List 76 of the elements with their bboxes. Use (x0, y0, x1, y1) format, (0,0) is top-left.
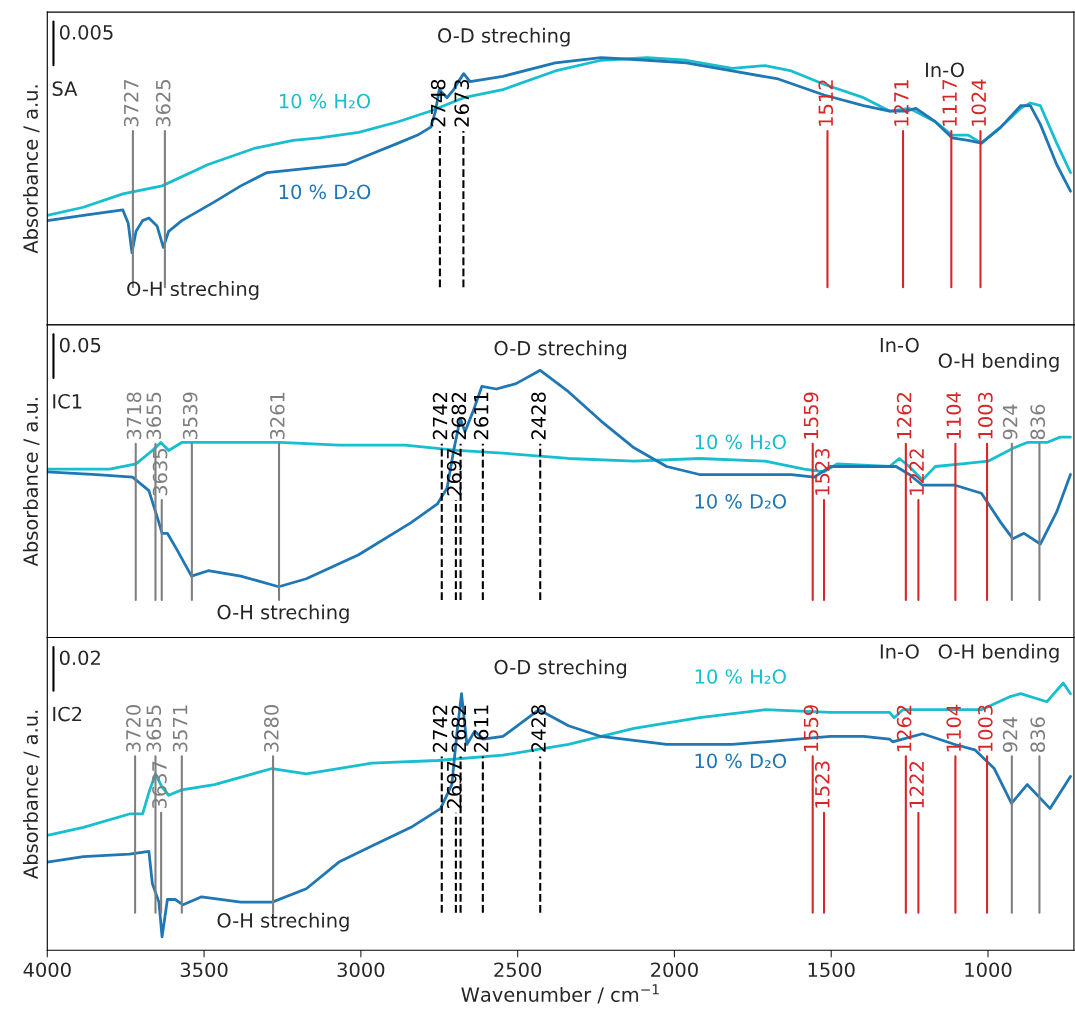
text: 0.02 (59, 650, 100, 666)
text: O-H bending (938, 643, 1059, 663)
ref-line-label: 1222 (909, 449, 924, 495)
ref-line-label: 3727 (123, 80, 139, 127)
ref-line-label: 3720 (126, 705, 141, 752)
ref-line-label: 2682 (451, 705, 467, 752)
x-tick-label: 3000 (337, 962, 385, 978)
ref-line-label: 3625 (155, 80, 171, 127)
ref-line-label: 3280 (264, 705, 279, 752)
y-axis-title: Absorbance / a.u. (22, 710, 40, 879)
series-label: 10 % H₂O (695, 669, 786, 684)
text: 0.05 (59, 337, 101, 353)
text: SA (52, 81, 78, 96)
ref-line-label: 3655 (146, 705, 162, 752)
annotation: O-H streching (217, 604, 349, 624)
ref-line-label: 2742 (432, 705, 448, 752)
text: 0.005 (59, 25, 113, 40)
text: In-O (880, 337, 919, 353)
x-axis-title: Wavenumber / cm$^{−1}$ (461, 984, 659, 1004)
ref-line-label: 2682 (451, 393, 467, 440)
x-tick-label: 2500 (494, 962, 542, 978)
y-axis-title: Absorbance / a.u. (22, 85, 40, 254)
ref-line-label: 1024 (971, 79, 987, 126)
ref-line-label: 924 (1002, 404, 1018, 440)
annotation: O-H bending (938, 352, 1059, 372)
ref-line-label: 3261 (269, 392, 285, 440)
ref-line-label: 1559 (803, 705, 819, 752)
ref-line-label: 836 (1030, 717, 1046, 752)
ref-line-label: 924 (1002, 717, 1018, 753)
series-label: 10 % D₂O (695, 494, 787, 509)
text: O-D streching (494, 659, 627, 679)
y-axis-title: Absorbance / a.u. (22, 398, 40, 567)
ref-line-label: 1117 (942, 80, 957, 126)
ref-line-label: 3539 (182, 392, 198, 440)
series-label: 10 % H₂O (695, 434, 786, 450)
x-tick-label: 2000 (651, 962, 698, 978)
ref-line-label: 2748 (430, 79, 446, 127)
ref-line-label: 1222 (909, 762, 924, 808)
ref-line-label: 836 (1030, 404, 1046, 440)
ref-line-label: 3655 (146, 392, 162, 440)
ref-line-label: 1104 (946, 392, 962, 439)
ref-line-label: 1003 (978, 392, 993, 439)
ref-line-label: 2611 (473, 392, 489, 440)
ref-line-label: 1523 (814, 448, 830, 495)
ref-line-label: 1003 (978, 705, 993, 752)
ref-line-label: 1271 (893, 80, 909, 126)
ref-line-label: 3718 (126, 392, 142, 440)
ref-line-label: 1262 (896, 705, 912, 752)
text: O-D streching (494, 340, 627, 360)
series-label: 10 % D₂O (695, 753, 787, 769)
ref-line-label: 3637 (152, 761, 167, 809)
ref-line-label: 3635 (152, 449, 168, 496)
ref-line-label: 1512 (818, 80, 834, 126)
ref-line-label: 3571 (172, 705, 188, 752)
ref-line-label: 1559 (803, 392, 819, 439)
ref-line-label: 2428 (531, 392, 546, 440)
x-tick-label: 4000 (23, 962, 71, 978)
text: IC2 (53, 706, 82, 722)
text: In-O (880, 644, 919, 659)
x-tick-label: 1000 (965, 962, 1012, 978)
annotation: O-H streching (217, 912, 349, 932)
x-tick-label: 1500 (808, 962, 855, 978)
text: O-D streching (438, 27, 570, 47)
ref-line-label: 1523 (814, 761, 830, 808)
x-tick-label: 3500 (180, 962, 228, 978)
ref-line-label: 2611 (473, 705, 489, 752)
annotation: O-H streching (127, 281, 259, 300)
ref-line-label: 1104 (946, 704, 962, 752)
ref-line-label: 2428 (531, 705, 546, 752)
ref-line-label: 2673 (454, 79, 470, 127)
ref-line-label: 1262 (896, 393, 912, 439)
series-label: 10 % H₂O (279, 93, 371, 109)
text: IC1 (53, 393, 82, 409)
ref-line-label: 2742 (432, 393, 448, 440)
annotation: In-O (926, 62, 964, 78)
series-label: 10 % D₂O (279, 184, 371, 200)
